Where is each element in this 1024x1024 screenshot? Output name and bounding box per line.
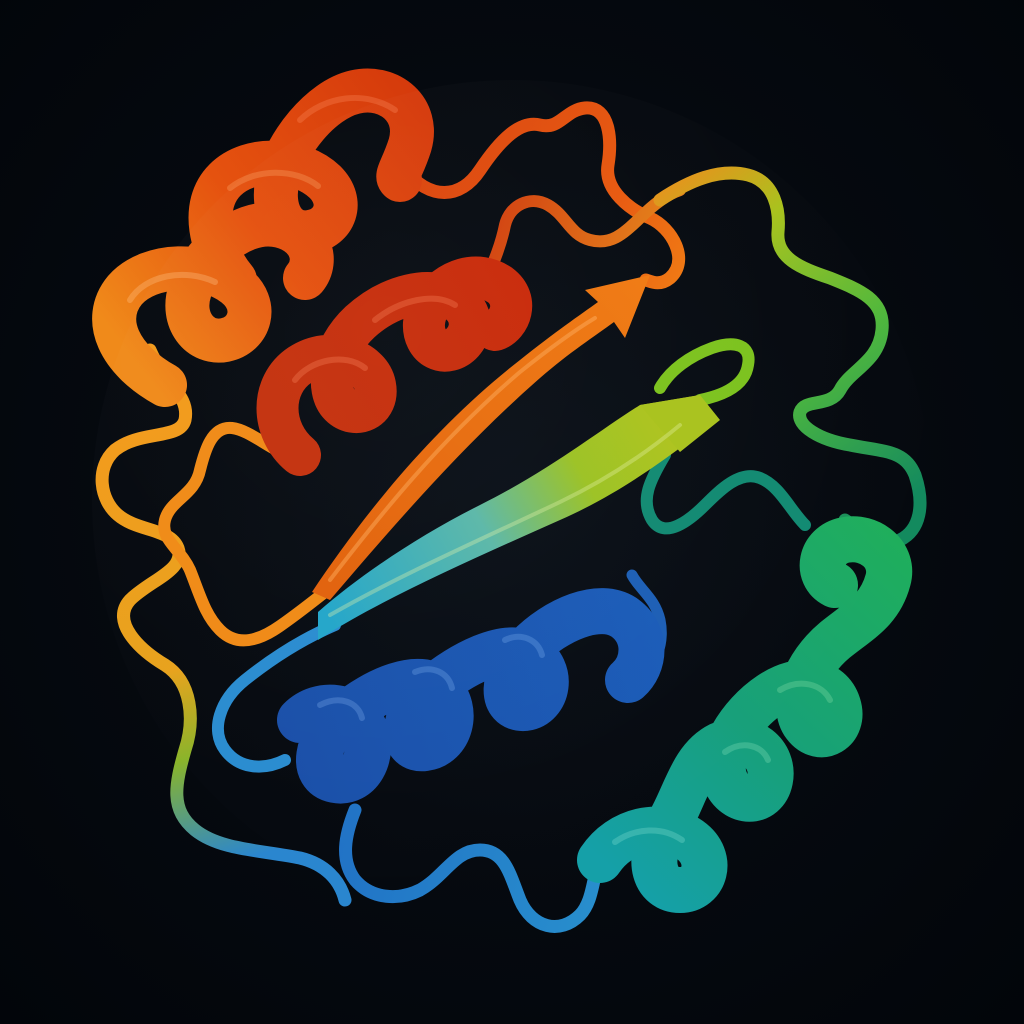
ambient-sheen [92,80,932,920]
